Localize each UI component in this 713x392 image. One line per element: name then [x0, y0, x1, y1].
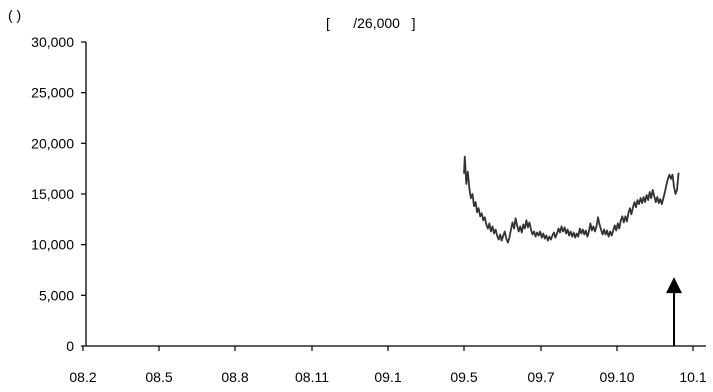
x-tick-label: 08.5	[145, 369, 172, 385]
x-ticks: 08.2 08.5 08.8 08.11 09.1 09.5 09.7 09.10 10.1	[69, 346, 707, 385]
series-line	[463, 155, 680, 244]
y-tick-label: 0	[66, 338, 74, 354]
x-tick-label: 09.10	[599, 369, 634, 385]
series-group	[463, 155, 680, 244]
x-tick-label: 09.1	[374, 369, 401, 385]
x-tick-label: 08.8	[221, 369, 248, 385]
chart-title: [ /26,000 ]	[326, 15, 416, 31]
x-tick-label: 09.5	[450, 369, 477, 385]
y-tick-label: 10,000	[31, 237, 74, 253]
annotation-group	[666, 277, 682, 346]
y-ticks: 0 5,000 10,000 15,000 20,000 25,000 30,000	[31, 34, 86, 354]
axes	[85, 42, 706, 347]
y-axis-label: ( )	[8, 7, 21, 23]
x-tick-label: 10.1	[679, 369, 706, 385]
y-tick-label: 30,000	[31, 34, 74, 50]
y-tick-label: 5,000	[39, 287, 74, 303]
y-tick-label: 25,000	[31, 85, 74, 101]
x-tick-label: 09.7	[527, 369, 554, 385]
y-tick-label: 20,000	[31, 135, 74, 151]
annotation-arrow-head	[666, 277, 682, 294]
x-tick-label: 08.2	[69, 369, 96, 385]
y-tick-label: 15,000	[31, 186, 74, 202]
x-tick-label: 08.11	[295, 369, 329, 385]
